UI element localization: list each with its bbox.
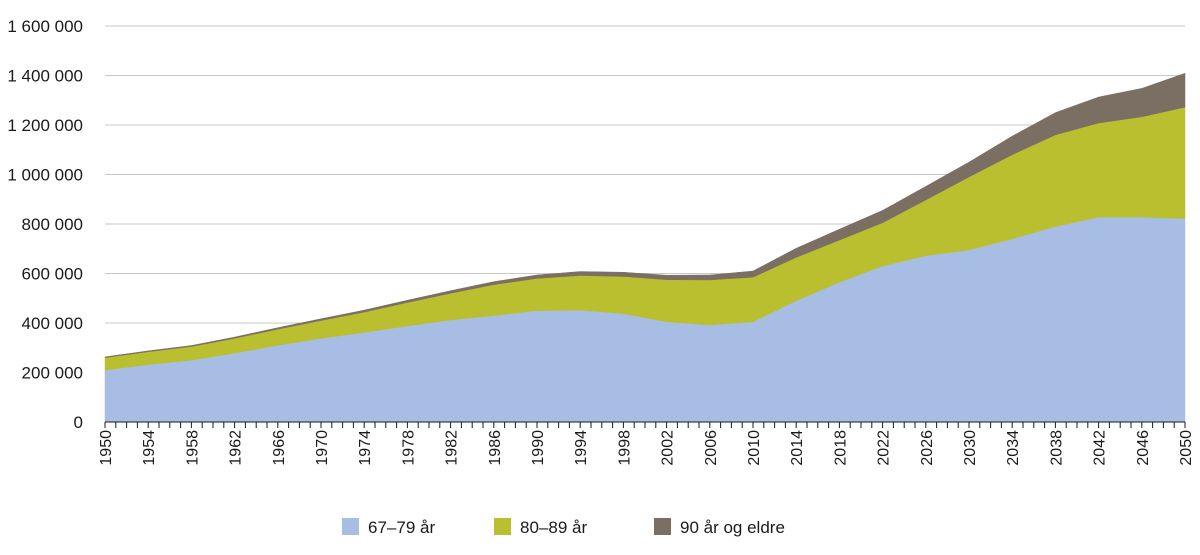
x-tick-label: 1966 [271,430,288,466]
x-tick-label: 2038 [1048,430,1065,466]
y-tick-label: 0 [74,413,83,432]
y-tick-label: 1 600 000 [7,17,83,36]
y-tick-label: 400 000 [22,314,83,333]
y-tick-label: 200 000 [22,364,83,383]
legend-label: 90 år og eldre [680,518,785,537]
x-tick-label: 2022 [876,430,893,466]
y-tick-label: 600 000 [22,265,83,284]
legend-label: 67–79 år [368,518,435,537]
x-tick-label: 1986 [487,430,504,466]
x-tick-label: 1994 [573,430,590,466]
x-tick-label: 2042 [1092,430,1109,466]
x-tick-label: 2010 [746,430,763,466]
legend-swatch [654,518,671,535]
x-tick-label: 1974 [357,430,374,466]
x-tick-label: 1950 [98,430,115,466]
x-tick-label: 2050 [1178,430,1195,466]
plot-areas [104,72,1186,423]
axes: 0 200 000 400 000 600 000 800 000 1 000 000 1 … [7,17,1195,466]
x-tick-label: 2046 [1135,430,1152,466]
x-tick-label: 1962 [228,430,245,466]
y-tick-label: 1 000 000 [7,166,83,185]
x-tick-label: 1978 [400,430,417,466]
x-tick-label: 2026 [919,430,936,466]
legend-label: 80–89 år [520,518,587,537]
y-tick-label: 1 400 000 [7,67,83,86]
x-tick-label: 2002 [660,430,677,466]
y-tick-label: 1 200 000 [7,116,83,135]
x-tick-label: 1990 [530,430,547,466]
legend: 67–79 år 80–89 år 90 år og eldre [342,518,785,537]
x-tick-label: 1982 [444,430,461,466]
area-series [104,216,1186,423]
x-tick-label: 2014 [789,430,806,466]
y-tick-label: 800 000 [22,215,83,234]
x-tick-label: 1998 [616,430,633,466]
x-tick-label: 1970 [314,430,331,466]
x-tick-label: 1958 [184,430,201,466]
legend-swatch [342,518,359,535]
x-tick-label: 2034 [1005,430,1022,466]
x-tick-label: 2030 [962,430,979,466]
area-series [104,72,1186,358]
x-tick-label: 2006 [703,430,720,466]
x-tick-label: 1954 [141,430,158,466]
legend-swatch [494,518,511,535]
x-tick-label: 2018 [832,430,849,466]
